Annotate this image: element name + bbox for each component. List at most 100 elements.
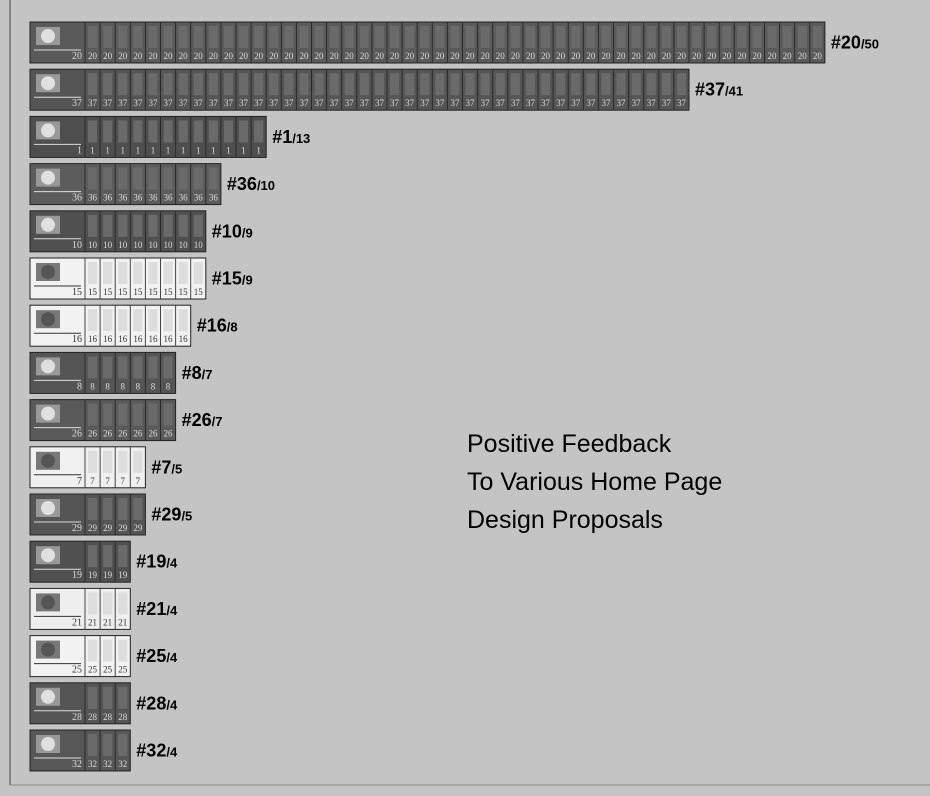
strip-texture [345, 26, 354, 48]
strip-texture [239, 26, 248, 48]
strip-texture [118, 498, 127, 520]
category-label: #15 [212, 269, 242, 289]
strip-texture [194, 215, 203, 237]
strip-number: 36 [148, 193, 158, 203]
value-label: /4 [166, 745, 178, 760]
strip-number: 29 [103, 523, 113, 533]
strip-number: 29 [118, 523, 128, 533]
strip-number: 19 [103, 570, 113, 580]
strip-number: 20 [209, 51, 219, 61]
strip-texture [390, 26, 399, 48]
strip-texture [783, 26, 792, 48]
strip-number: 37 [284, 98, 294, 108]
strip-number: 15 [88, 287, 98, 297]
strip-texture [511, 73, 520, 95]
strip-number: 1 [226, 145, 231, 155]
strip-texture [299, 73, 308, 95]
thumb-number: 8 [77, 381, 82, 392]
category-label: #8 [182, 363, 202, 383]
strip-number: 37 [420, 98, 430, 108]
strip-number: 29 [88, 523, 98, 533]
strip-number: 15 [103, 287, 113, 297]
strip-texture [345, 73, 354, 95]
strip-number: 20 [103, 51, 113, 61]
strip-texture [148, 262, 157, 284]
strip-texture [541, 73, 550, 95]
strip-texture [118, 73, 127, 95]
strip-number: 20 [88, 51, 98, 61]
strip-number: 20 [571, 51, 581, 61]
strip-texture [164, 309, 173, 331]
strip-number: 10 [88, 240, 98, 250]
strip-number: 1 [105, 145, 110, 155]
category-label: #1 [272, 127, 292, 147]
strip-number: 37 [466, 98, 476, 108]
strip-number: 37 [345, 98, 355, 108]
strip-texture [556, 73, 565, 95]
thumb-logo [41, 643, 55, 657]
strip-number: 37 [118, 98, 128, 108]
title-line: To Various Home Page [467, 468, 722, 496]
strip-number: 16 [103, 334, 113, 344]
strip-texture [133, 356, 142, 378]
strip-texture [118, 404, 127, 426]
strip-texture [103, 404, 112, 426]
strip-number: 28 [118, 712, 128, 722]
strip-texture [239, 73, 248, 95]
strip-number: 20 [179, 51, 189, 61]
strip-texture [118, 640, 127, 662]
strip-number: 20 [194, 51, 204, 61]
strip-number: 15 [148, 287, 158, 297]
strip-texture [103, 734, 112, 756]
strip-texture [133, 168, 142, 190]
strip-number: 20 [752, 51, 762, 61]
strip-texture [103, 451, 112, 473]
strip-texture [118, 26, 127, 48]
strip-texture [88, 215, 97, 237]
category-label: #21 [136, 599, 166, 619]
strip-number: 8 [105, 381, 110, 391]
strip-texture [224, 26, 233, 48]
strip-number: 37 [360, 98, 370, 108]
strip-number: 1 [121, 145, 126, 155]
strip-texture [601, 26, 610, 48]
value-label: /4 [166, 556, 178, 571]
strip-number: 20 [662, 51, 672, 61]
strip-number: 37 [496, 98, 506, 108]
strip-number: 37 [405, 98, 415, 108]
value-label: /10 [257, 178, 275, 193]
strip-texture [481, 73, 490, 95]
strip-number: 20 [164, 51, 174, 61]
strip-number: 20 [405, 51, 415, 61]
strip-number: 32 [103, 759, 112, 769]
strip-number: 20 [617, 51, 627, 61]
strip-number: 37 [269, 98, 279, 108]
strip-texture [647, 73, 656, 95]
strip-number: 37 [164, 98, 174, 108]
strip-texture [88, 168, 97, 190]
strip-texture [88, 734, 97, 756]
strip-number: 37 [224, 98, 234, 108]
strip-number: 37 [88, 98, 98, 108]
strip-number: 20 [813, 51, 823, 61]
strip-texture [164, 404, 173, 426]
strip-number: 20 [330, 51, 340, 61]
strip-number: 37 [541, 98, 551, 108]
strip-texture [133, 451, 142, 473]
strip-texture [284, 26, 293, 48]
strip-texture [390, 73, 399, 95]
thumb-logo [41, 407, 55, 421]
value-label: /4 [166, 603, 178, 618]
strip-number: 37 [526, 98, 536, 108]
category-label: #7 [151, 457, 171, 477]
strip-number: 37 [209, 98, 219, 108]
strip-number: 37 [299, 98, 309, 108]
strip-texture [677, 26, 686, 48]
strip-number: 1 [151, 145, 156, 155]
strip-number: 37 [179, 98, 189, 108]
strip-number: 37 [632, 98, 642, 108]
strip-texture [164, 215, 173, 237]
value-label: /7 [212, 414, 223, 429]
strip-texture [254, 26, 263, 48]
thumb-logo [41, 501, 55, 515]
